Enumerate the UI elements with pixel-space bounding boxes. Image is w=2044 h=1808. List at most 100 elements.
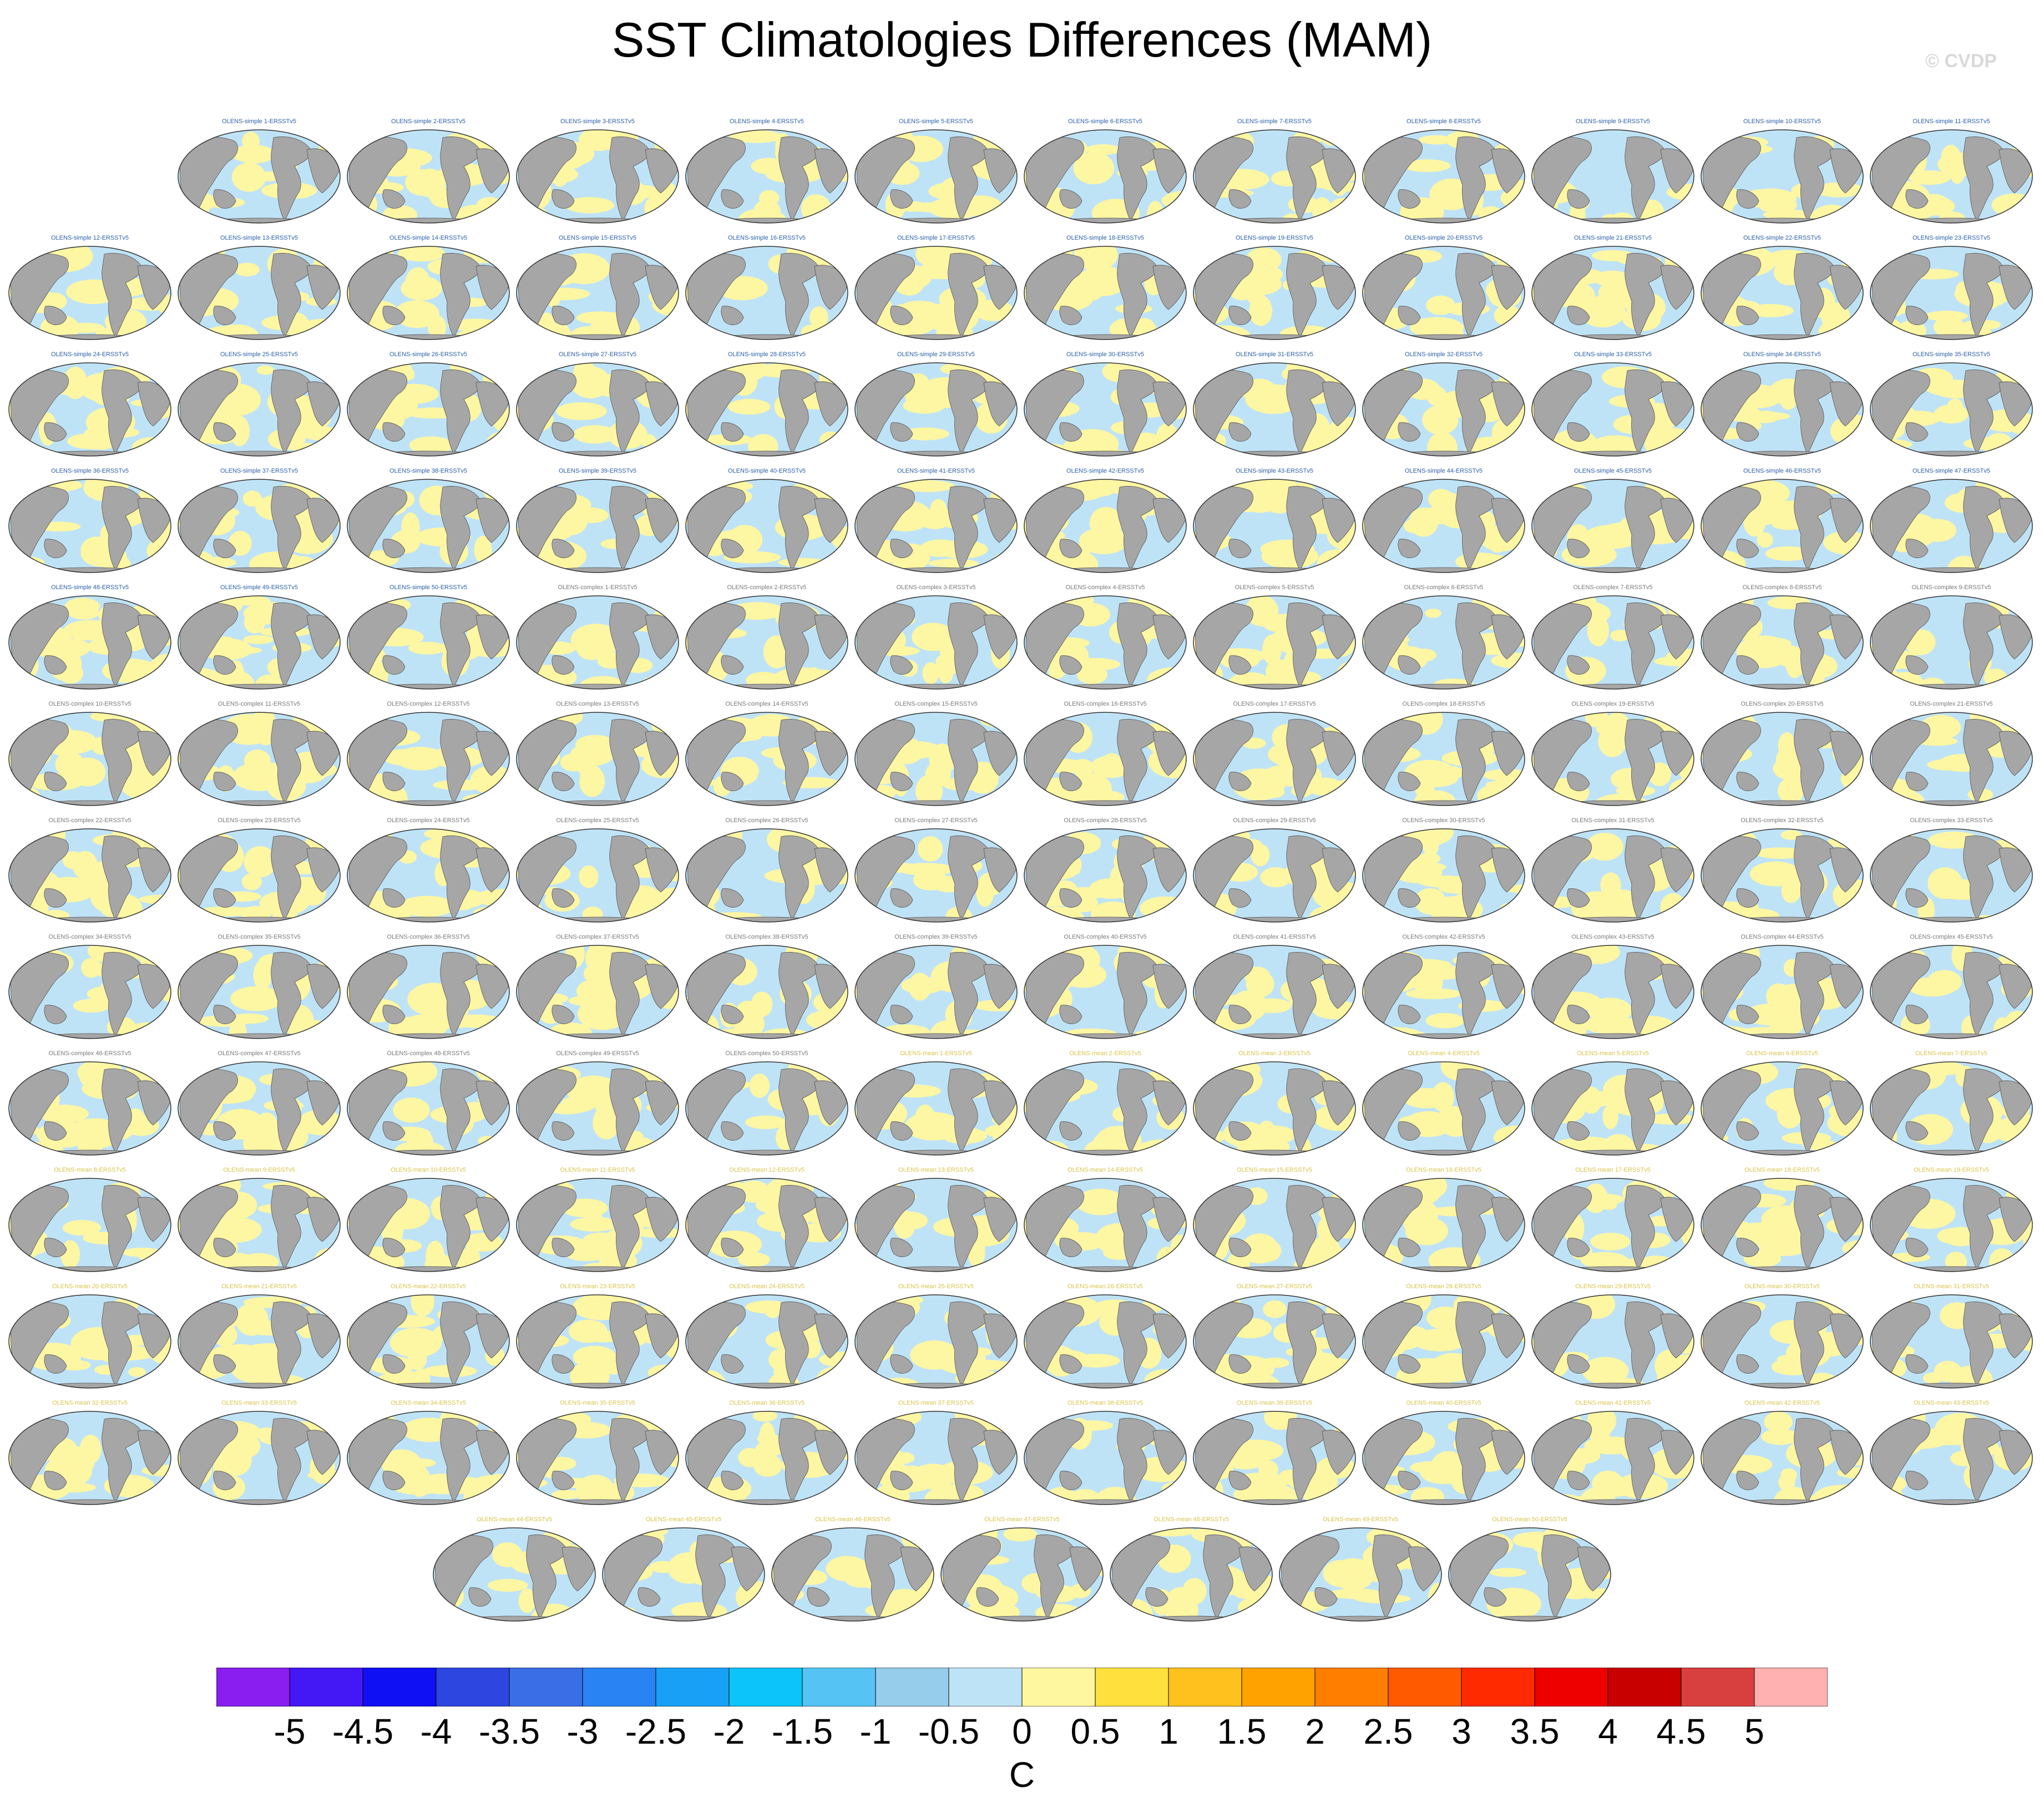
panel-title-suffix: -ERSSTv5 [1960,1400,1989,1406]
panel-title-prefix: OLENS-simple [1743,468,1785,474]
panel-title-prefix: OLENS-complex [896,584,944,591]
colorbar-tick-label: -1.5 [771,1711,833,1751]
panel-title-number: 26 [431,351,439,358]
panel-title-prefix: OLENS-mean [221,1400,261,1406]
map-panel: OLENS-complex 35-ERSSTv5 [176,932,342,1049]
panel-title-number: 45 [1957,934,1964,940]
globe-map [8,1061,171,1156]
panel-title-number: 40 [770,468,777,474]
map-panel: OLENS-complex 2-ERSSTv5 [684,583,850,699]
panel-title-number: 31 [1953,1283,1960,1290]
globe-map [1701,1411,1864,1505]
panel-title-suffix: -ERSSTv5 [1621,1400,1651,1406]
panel-title-prefix: OLENS-mean [1237,1167,1277,1173]
panel-title-prefix: OLENS-mean [898,1400,938,1406]
panel-title: OLENS-complex 17-ERSSTv5 [1191,699,1358,709]
panel-title-suffix: -ERSSTv5 [1790,1283,1820,1290]
panel-title: OLENS-simple 3-ERSSTv5 [514,117,681,126]
colorbar-tick-label: 1 [1158,1711,1178,1751]
globe-map [1531,1294,1694,1389]
panel-title-number: 2 [774,584,778,591]
panel-title-number: 44 [1788,934,1795,940]
panel-title-suffix: -ERSSTv5 [266,1167,295,1173]
map-panel: OLENS-complex 18-ERSSTv5 [1360,699,1527,816]
panel-title-prefix: OLENS-complex [1404,584,1451,591]
panel-title-prefix: OLENS-complex [725,817,773,824]
panel-title: OLENS-complex 44-ERSSTv5 [1699,932,1865,942]
globe-map [771,1527,934,1622]
panel-title-prefix: OLENS-simple [50,584,93,591]
panel-title-number: 39 [1276,1400,1283,1406]
panel-title-number: 48 [93,584,100,591]
map-panel: OLENS-complex 50-ERSSTv5 [684,1049,850,1165]
panel-title-suffix: -ERSSTv5 [271,934,301,940]
map-panel: OLENS-complex 19-ERSSTv5 [1530,699,1696,816]
panel-title-suffix: -ERSSTv5 [1964,934,1993,940]
globe-map [178,828,341,923]
panel-title-number: 6 [1785,1050,1789,1057]
panel-title-number: 48 [434,1050,441,1057]
map-panel: OLENS-simple 34-ERSSTv5 [1699,350,1865,466]
panel-title-suffix: -ERSSTv5 [606,1167,635,1173]
panel-title-prefix: OLENS-mean [1237,1400,1277,1406]
panel-title-prefix: OLENS-mean [1914,1167,1954,1173]
panel-title: OLENS-mean 33-ERSSTv5 [176,1398,342,1408]
globe-map [1362,1411,1525,1505]
panel-title: OLENS-complex 28-ERSSTv5 [1022,816,1188,825]
panel-title-number: 8 [1789,584,1793,591]
map-panel: OLENS-mean 12-ERSSTv5 [684,1165,850,1282]
map-panel: OLENS-complex 11-ERSSTv5 [176,699,342,816]
panel-title-prefix: OLENS-simple [897,468,939,474]
panel-title-suffix: -ERSSTv5 [271,701,301,707]
globe-map [1362,1061,1525,1156]
globe-map [1193,945,1356,1039]
globe-map [347,1061,510,1156]
panel-title: OLENS-simple 42-ERSSTv5 [1022,466,1188,476]
panel-title: OLENS-mean 3-ERSSTv5 [1191,1049,1358,1059]
panel-title-prefix: OLENS-complex [894,701,942,707]
panel-title-prefix: OLENS-complex [727,584,775,591]
panel-title: OLENS-simple 1-ERSSTv5 [176,117,342,126]
panel-title: OLENS-complex 18-ERSSTv5 [1360,699,1527,709]
panel-title: OLENS-complex 50-ERSSTv5 [684,1049,850,1059]
panel-title-number: 37 [262,468,270,474]
panel-title-prefix: OLENS-complex [556,1050,604,1057]
globe-map [854,1294,1018,1389]
panel-title-prefix: OLENS-complex [1233,934,1281,940]
panel-title-prefix: OLENS-mean [900,1050,940,1057]
panel-title-suffix: -ERSSTv5 [1030,1516,1060,1523]
map-panel: OLENS-simple 6-ERSSTv5 [1022,117,1188,233]
panel-title-number: 36 [434,934,441,940]
map-panel: OLENS-simple 19-ERSSTv5 [1191,233,1358,350]
colorbar-tick-label: -4.5 [332,1711,394,1751]
panel-title-prefix: OLENS-complex [217,1050,265,1057]
map-panel: OLENS-simple 49-ERSSTv5 [176,583,342,699]
map-panel: OLENS-simple 12-ERSSTv5 [7,233,173,350]
globe-map [1531,1061,1694,1156]
panel-title-suffix: -ERSSTv5 [1117,934,1147,940]
globe-map [178,1411,341,1505]
panel-title-suffix: -ERSSTv5 [1450,1050,1480,1057]
panel-title-prefix: OLENS-mean [1575,1167,1615,1173]
panel-title: OLENS-complex 14-ERSSTv5 [684,699,850,709]
globe-map [178,1294,341,1389]
panel-title: OLENS-simple 8-ERSSTv5 [1360,117,1527,126]
colorbar-tick-label: -2.5 [625,1711,687,1751]
panel-title-suffix: -ERSSTv5 [1620,1050,1649,1057]
panel-title-suffix: -ERSSTv5 [692,1516,721,1523]
panel-title-suffix: -ERSSTv5 [1285,584,1314,591]
panel-title-suffix: -ERSSTv5 [1284,468,1313,474]
panel-title: OLENS-mean 20-ERSSTv5 [7,1282,173,1292]
map-panel: OLENS-simple 32-ERSSTv5 [1360,350,1527,466]
colorbar-tick-label: 4 [1598,1711,1618,1751]
panel-title: OLENS-mean 29-ERSSTv5 [1530,1282,1696,1292]
panel-title-number: 29 [939,351,947,358]
panel-title-prefix: OLENS-simple [727,468,770,474]
panel-title-number: 32 [1788,817,1795,824]
panel-title-number: 41 [1280,934,1287,940]
panel-title: OLENS-mean 42-ERSSTv5 [1699,1398,1865,1408]
globe-map [1870,1294,2033,1389]
panel-title-number: 26 [1107,1283,1114,1290]
panel-title-suffix: -ERSSTv5 [606,1283,635,1290]
panel-title-suffix: -ERSSTv5 [437,1400,466,1406]
